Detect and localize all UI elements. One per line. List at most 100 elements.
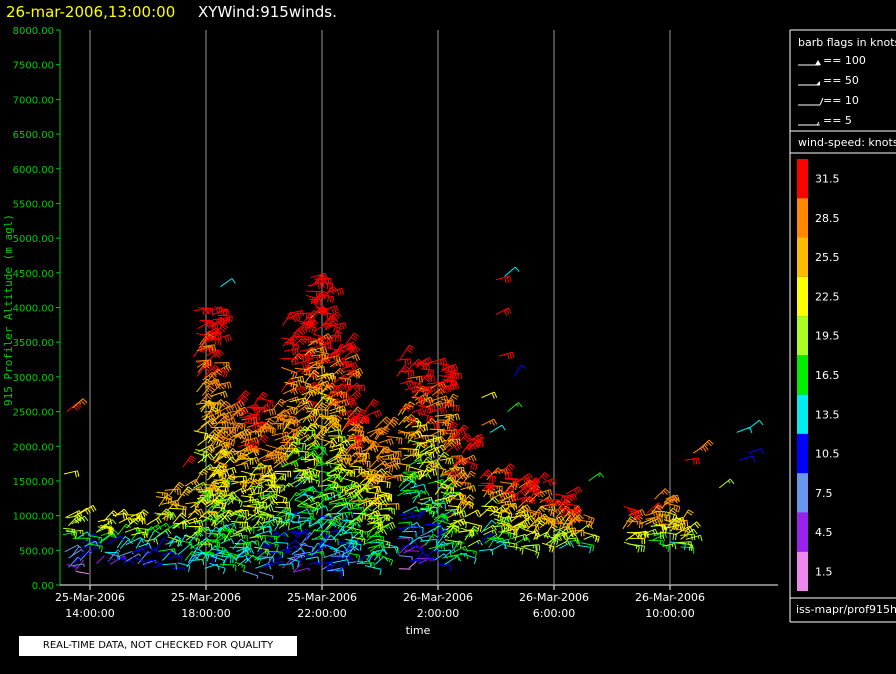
wind-barb xyxy=(538,498,553,508)
wind-barb xyxy=(197,490,210,500)
wind-barb xyxy=(380,463,394,473)
wind-barb xyxy=(193,550,210,562)
wind-barb xyxy=(196,359,213,367)
wind-barb xyxy=(353,468,365,476)
wind-barb xyxy=(307,281,325,290)
wind-barb xyxy=(384,458,401,465)
wind-barb xyxy=(239,415,252,423)
wind-barb xyxy=(353,460,371,468)
wind-barb xyxy=(304,347,318,356)
wind-barb xyxy=(213,479,229,488)
wind-barb xyxy=(193,430,209,440)
wind-barb xyxy=(284,348,299,356)
wind-barb xyxy=(501,490,516,498)
wind-barb xyxy=(301,389,317,397)
wind-barb xyxy=(290,375,305,383)
wind-barb xyxy=(515,536,531,545)
wind-barb xyxy=(351,428,365,438)
wind-barb xyxy=(460,527,475,539)
wind-barb xyxy=(328,347,341,357)
wind-barb xyxy=(217,427,231,435)
wind-barb xyxy=(284,341,300,352)
wind-barb xyxy=(304,369,319,379)
wind-barb xyxy=(220,278,236,288)
wind-barb xyxy=(233,428,251,437)
wind-barb xyxy=(322,305,339,314)
wind-barb xyxy=(281,510,295,521)
wind-barb xyxy=(230,475,247,483)
wind-barb xyxy=(477,485,493,492)
wind-barb xyxy=(415,404,432,415)
wind-barb xyxy=(580,542,595,552)
wind-barb xyxy=(478,548,494,556)
wind-barb xyxy=(177,489,191,501)
wind-barb xyxy=(502,491,519,501)
wind-barb xyxy=(66,402,82,412)
wind-barb xyxy=(490,543,508,552)
wind-barb xyxy=(346,371,361,379)
wind-barb xyxy=(203,485,220,493)
wind-barb xyxy=(328,567,344,572)
wind-barb xyxy=(214,400,231,415)
wind-barb xyxy=(424,446,441,454)
wind-barb xyxy=(158,548,176,555)
wind-barb xyxy=(286,426,298,437)
wind-barb xyxy=(631,531,649,539)
wind-barb xyxy=(664,502,681,513)
wind-barb xyxy=(237,557,252,567)
wind-barb xyxy=(438,454,451,465)
wind-barb xyxy=(523,523,540,531)
wind-barb xyxy=(368,455,386,469)
wind-barb xyxy=(292,550,307,564)
wind-barb xyxy=(386,474,405,482)
x-tick-date: 25-Mar-2006 xyxy=(171,591,241,604)
wind-barb xyxy=(187,485,204,494)
wind-barb xyxy=(201,378,221,387)
wind-barb xyxy=(210,390,228,399)
wind-barb xyxy=(224,420,240,432)
wind-barb xyxy=(458,481,472,490)
y-axis-label: 915 Profiler Altitude (m agl) xyxy=(2,214,15,406)
barb-legend-label: == 5 xyxy=(823,114,852,127)
wind-barb xyxy=(261,475,276,484)
wind-barb xyxy=(211,459,228,472)
wind-barb xyxy=(239,526,255,534)
x-tick-time: 22:00:00 xyxy=(297,607,346,620)
wind-barb xyxy=(354,452,370,460)
wind-barb xyxy=(254,391,269,404)
wind-barb xyxy=(298,517,312,525)
wind-barb xyxy=(134,527,149,536)
wind-barb xyxy=(503,541,518,551)
wind-barb xyxy=(204,563,220,571)
wind-barb xyxy=(161,499,180,507)
wind-barb xyxy=(156,491,168,500)
wind-barb xyxy=(375,416,392,429)
wind-barb xyxy=(253,501,267,509)
wind-barb xyxy=(665,494,680,502)
wind-barb xyxy=(323,551,341,559)
wind-barb xyxy=(434,553,448,561)
wind-barb xyxy=(481,391,498,399)
wind-barb xyxy=(328,415,343,427)
y-tick-label: 3000.00 xyxy=(13,373,54,384)
wind-barb xyxy=(257,541,270,553)
wind-barb xyxy=(236,546,249,555)
wind-barb xyxy=(207,336,222,346)
wind-barb xyxy=(669,519,686,531)
wind-barb xyxy=(323,355,341,363)
wind-barb xyxy=(116,535,131,549)
wind-barb xyxy=(188,519,204,527)
wind-barb xyxy=(315,305,328,317)
barb-legend-label: == 50 xyxy=(823,74,859,87)
wind-barb xyxy=(155,496,173,505)
wind-barb xyxy=(427,381,444,389)
wind-barb xyxy=(213,441,229,449)
wind-barb xyxy=(203,409,222,417)
color-legend-label: 25.5 xyxy=(815,251,840,264)
wind-barb xyxy=(413,434,430,442)
wind-barb xyxy=(220,538,235,545)
wind-barb xyxy=(230,406,249,417)
wind-barb xyxy=(736,426,753,434)
wind-barb xyxy=(324,382,340,394)
wind-barb xyxy=(483,529,498,536)
